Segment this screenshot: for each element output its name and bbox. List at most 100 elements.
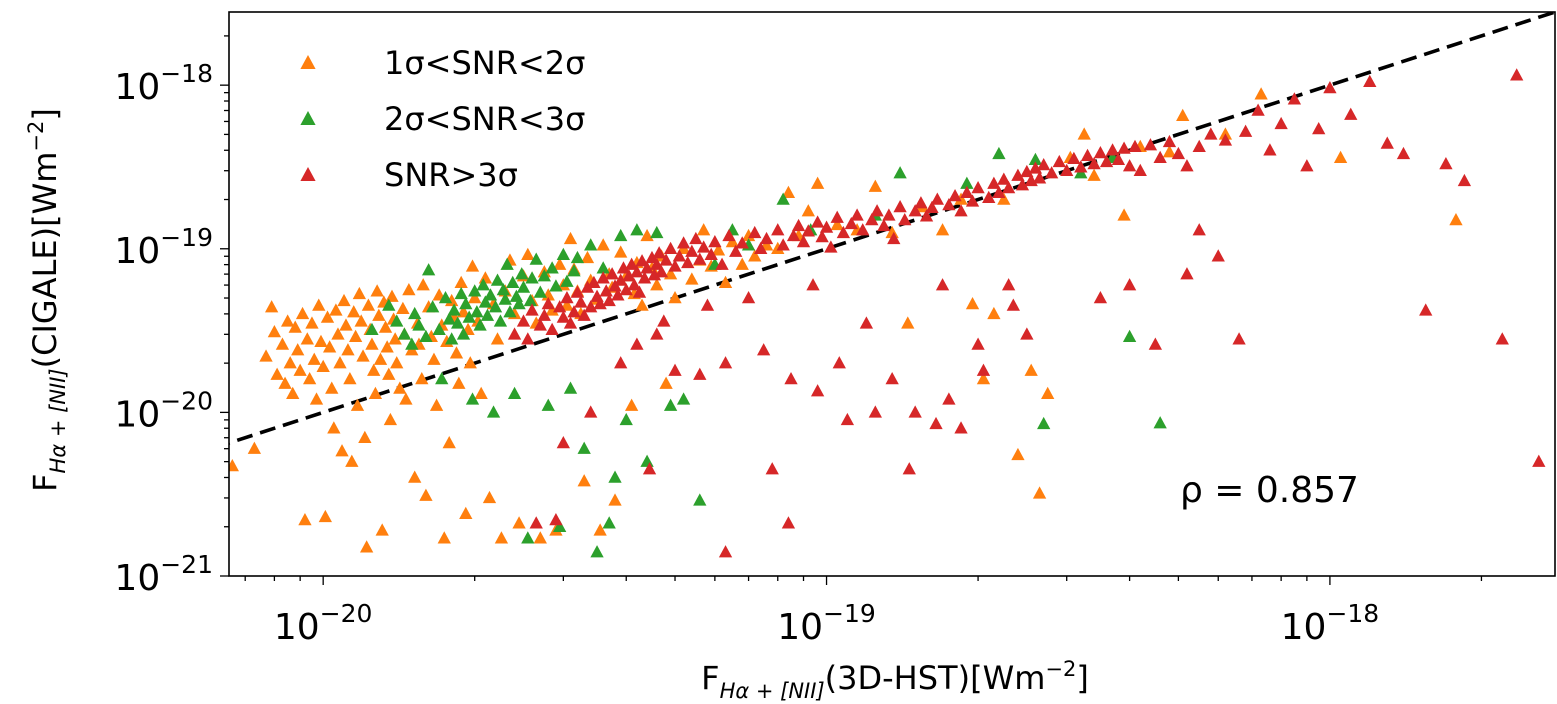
data-point [1176, 108, 1190, 122]
data-point [898, 212, 912, 226]
data-point [541, 398, 555, 411]
data-point [553, 300, 567, 313]
data-point [919, 209, 934, 222]
data-point [482, 490, 497, 504]
data-point [312, 298, 326, 311]
data-point [1162, 145, 1177, 158]
data-point [577, 474, 591, 487]
data-point [954, 421, 968, 434]
data-point [786, 228, 801, 242]
data-point [614, 273, 628, 286]
data-point [318, 509, 332, 523]
data-point [627, 278, 641, 291]
data-point [556, 247, 570, 260]
data-point [668, 363, 682, 376]
data-point [402, 282, 416, 296]
data-point [976, 363, 991, 376]
data-point [438, 291, 453, 304]
data-point [507, 327, 522, 340]
data-point [868, 405, 882, 418]
data-point [298, 512, 312, 526]
data-point [476, 278, 490, 291]
data-point [1263, 143, 1277, 156]
data-point [506, 275, 520, 288]
data-point [718, 356, 733, 369]
data-point [378, 320, 393, 333]
data-point [725, 235, 740, 248]
data-point [685, 244, 699, 257]
data-point [735, 236, 749, 249]
data-point [567, 264, 581, 277]
data-point [614, 245, 628, 258]
data-point [948, 189, 962, 202]
data-point [784, 371, 798, 385]
data-point [580, 250, 595, 264]
x-tick-label: 10−20 [274, 599, 373, 648]
data-point [396, 301, 410, 314]
data-point [1020, 327, 1034, 340]
data-point [347, 305, 361, 318]
data-point [796, 235, 811, 248]
data-point [493, 314, 508, 327]
data-point [348, 329, 363, 342]
data-point [836, 225, 851, 239]
data-point [840, 412, 855, 426]
data-point [741, 291, 756, 304]
data-point [992, 146, 1006, 160]
data-point [322, 340, 337, 353]
data-point [359, 540, 374, 553]
data-point [870, 204, 884, 217]
data-point [776, 192, 790, 205]
y-axis-label-end: ] [26, 108, 64, 120]
data-point [574, 295, 588, 308]
data-point [1162, 134, 1177, 148]
data-point [1117, 141, 1131, 154]
data-point [987, 176, 1001, 189]
data-point [515, 267, 529, 280]
data-point [429, 398, 444, 411]
correlation-annotation: ρ = 0.857 [1180, 470, 1359, 511]
data-point [361, 298, 376, 311]
data-point [971, 181, 985, 194]
data-point [697, 240, 711, 253]
data-point [478, 271, 493, 284]
data-point [596, 271, 610, 284]
data-point [976, 371, 991, 385]
data-point [1153, 150, 1167, 164]
data-point [549, 279, 563, 292]
data-point [437, 531, 451, 544]
data-point [587, 275, 601, 288]
data-point [1093, 291, 1108, 304]
data-point [314, 334, 328, 348]
data-point [832, 356, 846, 369]
data-point [521, 332, 535, 345]
data-point [577, 308, 591, 321]
data-point [408, 306, 422, 320]
data-point [1204, 127, 1218, 140]
data-point [432, 322, 446, 335]
data-point [672, 249, 686, 262]
data-point [748, 249, 762, 262]
data-point [451, 316, 465, 329]
data-point [412, 318, 426, 331]
data-point [419, 329, 433, 342]
data-point [1143, 138, 1158, 151]
data-point [1067, 151, 1081, 164]
data-point [614, 356, 628, 369]
data-point [556, 435, 570, 449]
data-point [865, 212, 879, 226]
data-point [771, 223, 785, 236]
data-point [383, 412, 398, 426]
data-point [925, 200, 939, 214]
data-point [373, 352, 388, 365]
data-point [630, 265, 644, 278]
legend-label: 2σ<SNR<3σ [384, 100, 585, 138]
data-point [693, 493, 707, 506]
data-point [399, 392, 413, 405]
data-point [356, 349, 370, 362]
data-point [545, 303, 559, 316]
data-point [1044, 166, 1059, 179]
data-point [553, 519, 567, 532]
data-point [982, 190, 996, 204]
